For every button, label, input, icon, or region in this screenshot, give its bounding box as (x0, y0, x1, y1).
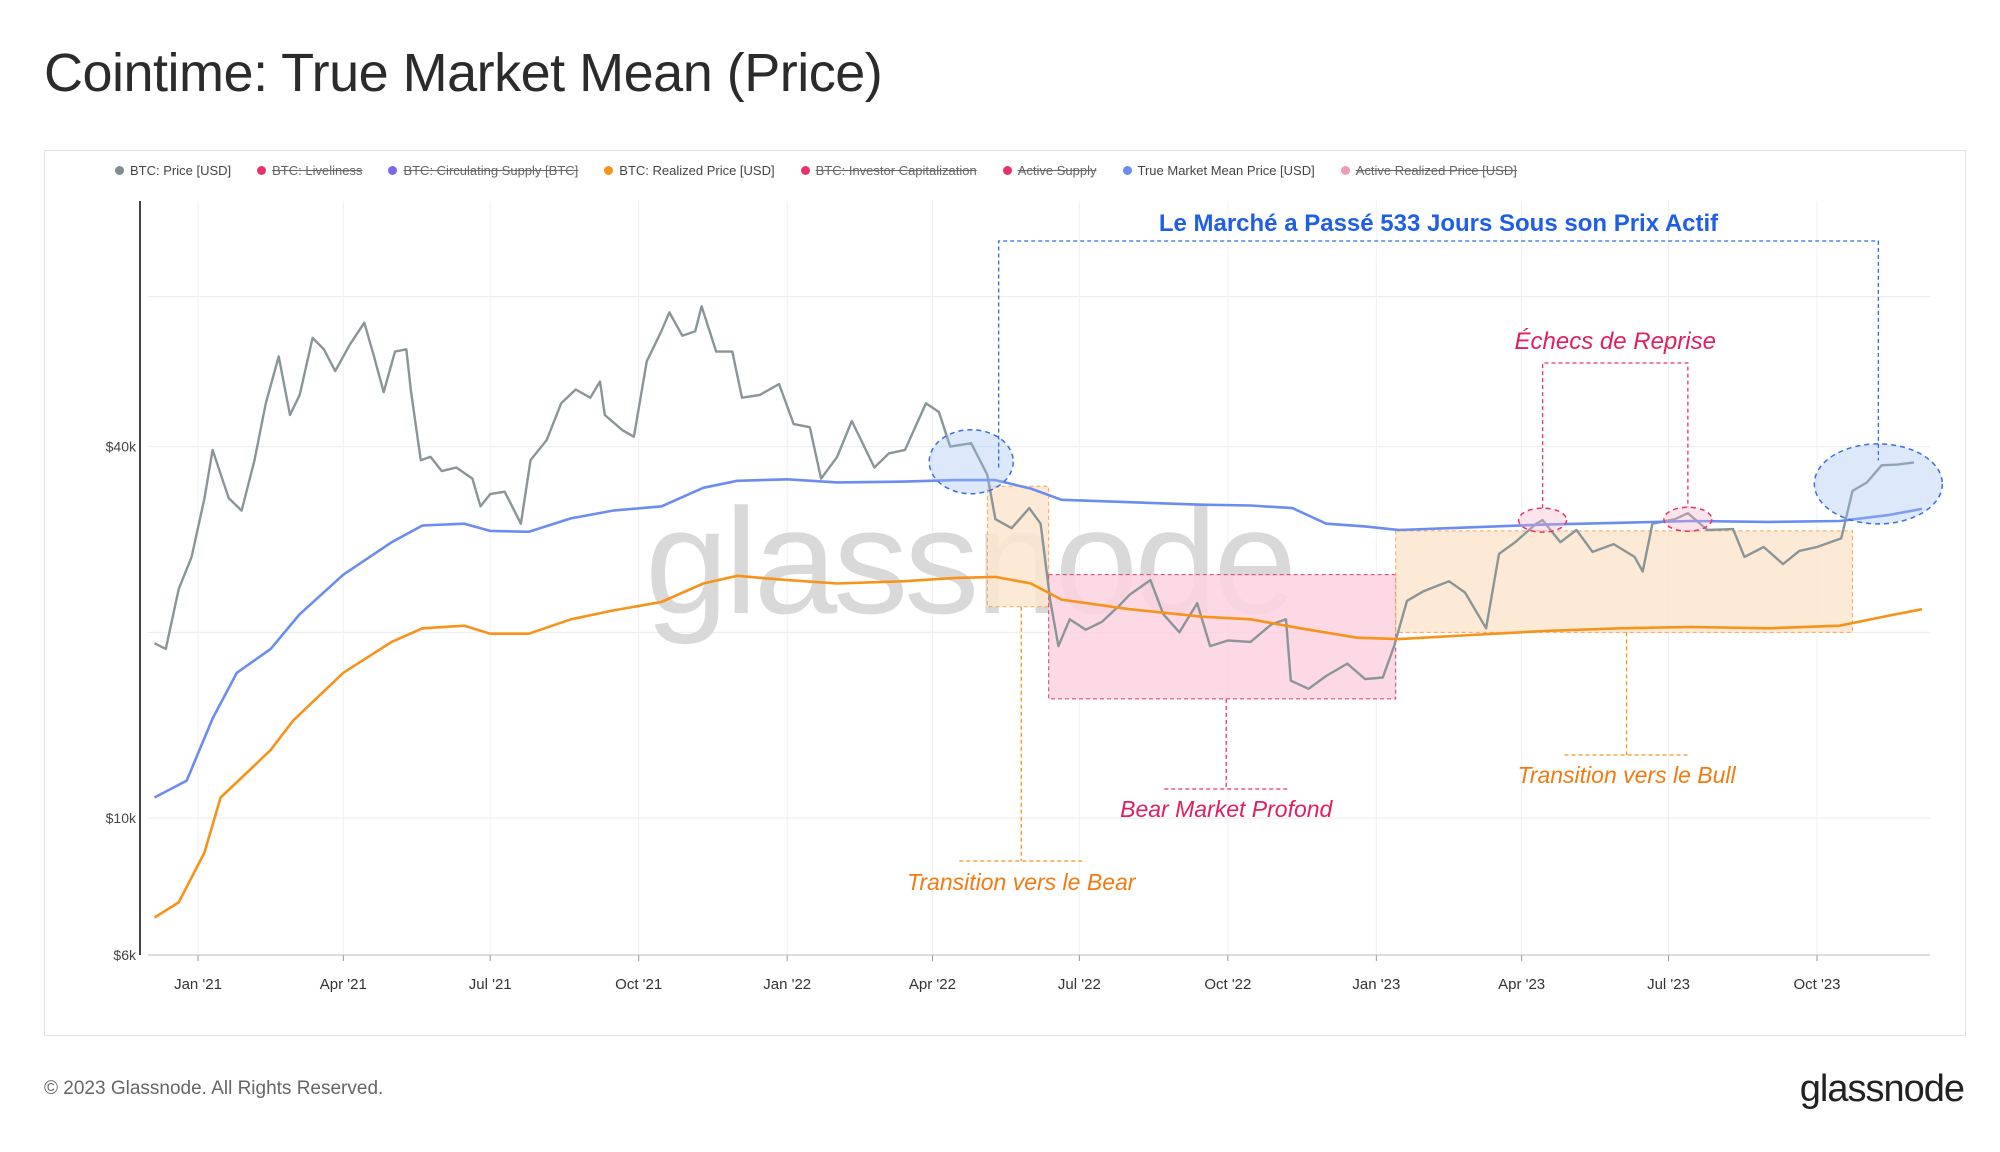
legend-item[interactable]: BTC: Realized Price [USD] (604, 163, 775, 178)
region-transition-to-bull (1395, 530, 1854, 633)
y-tick-label: $10k (106, 810, 137, 826)
x-tick-label: Jul '23 (1647, 976, 1690, 993)
to-bear-label: Transition vers le Bear (907, 869, 1137, 895)
legend-item[interactable]: Active Realized Price [USD] (1340, 163, 1517, 178)
region-deep-bear-market (1048, 574, 1397, 700)
legend-dot-icon (1122, 166, 1132, 175)
x-tick-label: Apr '22 (909, 976, 956, 993)
days-below-label: Le Marché a Passé 533 Jours Sous son Pri… (1159, 210, 1719, 237)
x-tick-label: Apr '23 (1498, 976, 1545, 993)
y-tick-label: $40k (106, 439, 137, 455)
legend-label: BTC: Realized Price [USD] (619, 163, 775, 178)
legend-item[interactable]: True Market Mean Price [USD] (1122, 163, 1315, 178)
failed-recovery-bracket (1541, 362, 1689, 509)
failed-recovery-label: Échecs de Reprise (1515, 328, 1716, 355)
series-line (153, 478, 1923, 799)
x-tick-label: Jul '21 (469, 976, 512, 993)
glassnode-logo: glassnode (1799, 1068, 1965, 1110)
x-tick-label: Jan '21 (174, 976, 222, 993)
failed-recovery-2 (1663, 506, 1713, 532)
x-tick-label: Jan '23 (1352, 976, 1400, 993)
x-tick-label: Oct '23 (1793, 976, 1840, 993)
legend-label: BTC: Circulating Supply [BTC] (403, 163, 579, 178)
series-line (153, 574, 1923, 919)
x-tick-label: Jan '22 (763, 976, 811, 993)
legend-item[interactable]: BTC: Price [USD] (115, 163, 231, 178)
legend-dot-icon (604, 166, 614, 175)
copyright-text: © 2023 Glassnode. All Rights Reserved. (44, 1078, 384, 1099)
legend-item[interactable]: BTC: Circulating Supply [BTC] (388, 163, 578, 178)
page-title: Cointime: True Market Mean (Price) (44, 43, 883, 103)
legend-label: True Market Mean Price [USD] (1137, 163, 1315, 178)
legend-dot-icon (257, 166, 267, 175)
days-below-bracket (997, 240, 1879, 468)
start-below-highlight (928, 428, 1014, 495)
series-line (153, 305, 1915, 690)
x-tick-label: Oct '21 (615, 976, 662, 993)
legend-dot-icon (1340, 166, 1350, 175)
legend-item[interactable]: BTC: Investor Capitalization (800, 163, 977, 178)
legend-item[interactable]: Active Supply (1002, 163, 1097, 178)
legend-dot-icon (115, 166, 124, 175)
legend-dot-icon (388, 166, 398, 175)
to-bull-label: Transition vers le Bull (1517, 762, 1736, 788)
chart-panel: $6k $10k $40k Jan '21 Apr '21 Jul '21 Oct '21 J… (44, 150, 1966, 1036)
failed-recovery-1 (1517, 507, 1568, 533)
legend-label: BTC: Liveliness (272, 163, 363, 178)
legend-label: Active Supply (1017, 163, 1097, 178)
legend-label: Active Realized Price [USD] (1355, 163, 1517, 178)
legend-label: BTC: Price [USD] (130, 163, 232, 178)
x-tick-label: Jul '22 (1058, 976, 1101, 993)
deep-bear-label: Bear Market Profond (1120, 796, 1333, 822)
end-below-highlight (1813, 443, 1944, 525)
legend-dot-icon (800, 166, 810, 175)
x-tick-label: Apr '21 (320, 976, 367, 993)
y-tick-label: $6k (113, 947, 137, 963)
legend-label: BTC: Investor Capitalization (815, 163, 977, 178)
x-tick-label: Oct '22 (1204, 976, 1251, 993)
chart-canvas: $6k $10k $40k Jan '21 Apr '21 Jul '21 Oct '21 J… (106, 201, 1944, 993)
legend-item[interactable]: BTC: Liveliness (257, 163, 362, 178)
chart-legend: BTC: Price [USD] BTC: Liveliness BTC: Circ… (115, 163, 1517, 178)
legend-dot-icon (1002, 166, 1012, 175)
